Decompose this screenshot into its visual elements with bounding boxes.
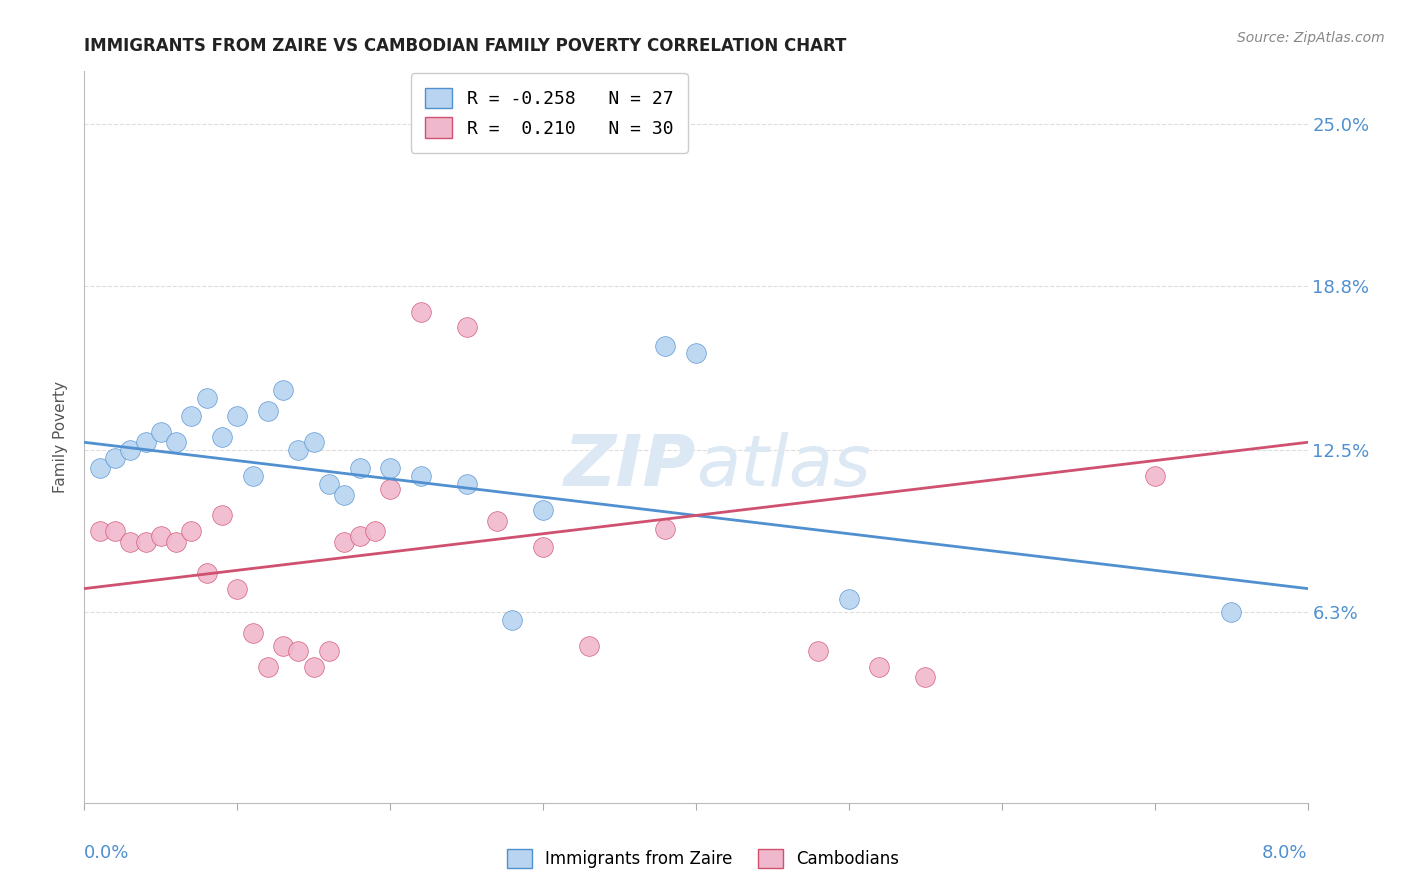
Point [287,644,309,658]
Point [578,639,600,653]
Point [89,524,111,538]
Point [271,639,294,653]
Point [149,425,172,439]
Point [149,529,172,543]
Point [807,644,830,658]
Point [195,566,218,580]
Point [456,477,478,491]
Point [364,524,387,538]
Point [302,660,325,674]
Point [318,477,340,491]
Point [211,430,233,444]
Text: Source: ZipAtlas.com: Source: ZipAtlas.com [1237,31,1385,45]
Text: ZIP: ZIP [564,432,696,500]
Point [456,320,478,334]
Point [195,391,218,405]
Point [333,487,356,501]
Point [502,613,524,627]
Point [333,534,356,549]
Point [257,404,280,418]
Point [869,660,891,674]
Text: 0.0%: 0.0% [84,845,129,863]
Legend: R = -0.258   N = 27, R =  0.210   N = 30: R = -0.258 N = 27, R = 0.210 N = 30 [411,73,688,153]
Point [654,521,676,535]
Point [135,435,157,450]
Point [120,534,142,549]
Point [1143,469,1166,483]
Point [531,540,554,554]
Point [165,534,187,549]
Point [104,524,127,538]
Point [685,346,707,360]
Point [349,461,371,475]
Point [104,450,127,465]
Text: 8.0%: 8.0% [1263,845,1308,863]
Point [242,626,264,640]
Point [409,304,432,318]
Point [165,435,187,450]
Point [180,524,202,538]
Point [120,443,142,458]
Point [409,469,432,483]
Point [349,529,371,543]
Point [380,461,402,475]
Point [287,443,309,458]
Point [271,383,294,397]
Y-axis label: Family Poverty: Family Poverty [53,381,69,493]
Point [914,670,936,684]
Point [654,339,676,353]
Point [226,409,249,424]
Point [302,435,325,450]
Point [318,644,340,658]
Point [89,461,111,475]
Point [242,469,264,483]
Point [226,582,249,596]
Point [211,508,233,523]
Point [180,409,202,424]
Point [135,534,157,549]
Legend: Immigrants from Zaire, Cambodians: Immigrants from Zaire, Cambodians [501,842,905,875]
Point [380,483,402,497]
Point [257,660,280,674]
Point [486,514,509,528]
Point [838,592,860,607]
Point [531,503,554,517]
Text: atlas: atlas [696,432,870,500]
Point [1220,605,1243,619]
Text: IMMIGRANTS FROM ZAIRE VS CAMBODIAN FAMILY POVERTY CORRELATION CHART: IMMIGRANTS FROM ZAIRE VS CAMBODIAN FAMIL… [84,37,846,54]
